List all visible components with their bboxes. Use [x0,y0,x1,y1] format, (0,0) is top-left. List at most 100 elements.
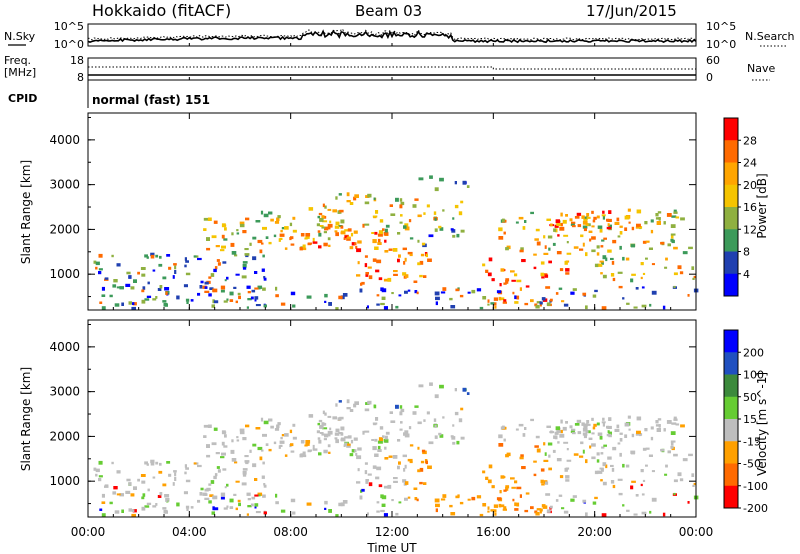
colorbar-swatch [724,118,738,141]
velocity-cell [624,422,630,427]
velocity-cell [550,505,553,509]
power-cell [467,291,471,294]
power-cell [335,232,339,237]
velocity-cell [384,446,387,450]
power-cell [630,244,635,248]
power-cell [114,303,120,307]
power-cell [300,233,305,237]
power-cell [601,261,604,265]
power-cell [500,268,505,272]
power-cell [603,237,607,240]
power-cell [246,306,249,309]
velocity-cell [610,480,615,484]
power-cell [607,218,612,222]
power-cell [398,294,402,297]
power-cell [186,301,189,304]
velocity-cell [440,498,446,501]
power-cell [222,261,227,264]
power-cell [372,215,378,218]
velocity-cell [204,488,209,492]
velocity-cell [602,423,605,427]
velocity-cell [434,394,439,399]
velocity-cell [378,437,384,441]
time-tick-label: 00:00 [71,525,106,539]
velocity-cell [158,470,163,474]
power-cell [324,226,329,231]
velocity-cell [414,497,418,501]
power-cell [374,231,378,235]
velocity-cell [113,486,118,490]
velocity-cell [414,405,419,408]
power-cell [328,244,331,247]
power-cell [353,230,358,234]
velocity-cell [322,427,328,430]
power-cell [321,226,326,229]
velocity-cell [254,478,258,481]
velocity-cell [588,437,593,440]
velocity-cell [601,513,607,517]
power-cell [533,266,537,270]
power-cell [142,286,146,290]
colorbar-swatch [724,352,738,375]
velocity-cell [682,458,688,462]
velocity-cell [255,427,261,430]
velocity-cell [347,435,352,439]
power-cell [132,302,135,305]
power-cell [340,219,345,224]
power-cell [362,223,365,228]
velocity-cell [255,511,261,514]
nsky-series [87,29,697,44]
power-cell [559,226,565,231]
power-cell [601,214,606,217]
velocity-cell [400,408,405,413]
power-cell [381,288,387,293]
power-cell [203,217,209,221]
power-cell [277,215,281,219]
velocity-cell [404,433,410,438]
power-cell [533,253,537,256]
power-cell [404,257,407,262]
power-cell [524,220,527,223]
velocity-cell [141,506,146,511]
velocity-cell [312,448,318,451]
power-cell [552,242,556,246]
velocity-cell [400,421,403,424]
power-cell [596,252,600,256]
velocity-cell [539,508,543,512]
power-cell [558,222,563,227]
velocity-cell [524,509,529,513]
power-cell [435,296,440,301]
velocity-cell [644,428,648,432]
power-cell [307,243,311,246]
colorbar-tick-label: 16 [743,201,757,214]
power-cell [559,268,564,272]
power-cell [324,300,327,303]
power-cell [245,254,249,258]
velocity-cell [185,467,189,470]
power-cell [367,193,372,198]
velocity-cell [244,460,250,463]
power-cell [636,223,641,227]
velocity-cell [259,456,263,461]
velocity-cell [512,498,515,502]
velocity-cell [611,467,615,472]
velocity-cell [211,442,217,446]
power-cell [306,295,312,299]
freq-tick-high: 18 [70,54,84,67]
power-cell [280,302,286,306]
power-cell [263,213,269,218]
velocity-cell [566,448,569,451]
power-cell [641,286,645,289]
velocity-cell [185,479,191,483]
velocity-cell [220,496,225,500]
velocity-y-label: Slant Range [km] [19,367,33,471]
power-cell [335,307,339,310]
power-cell [276,217,280,221]
power-cell [273,234,277,238]
power-cell [663,221,666,225]
velocity-cell [487,506,490,510]
velocity-cell [417,421,422,425]
power-cell [290,243,295,246]
power-cell [404,223,409,227]
velocity-cell [403,432,407,436]
